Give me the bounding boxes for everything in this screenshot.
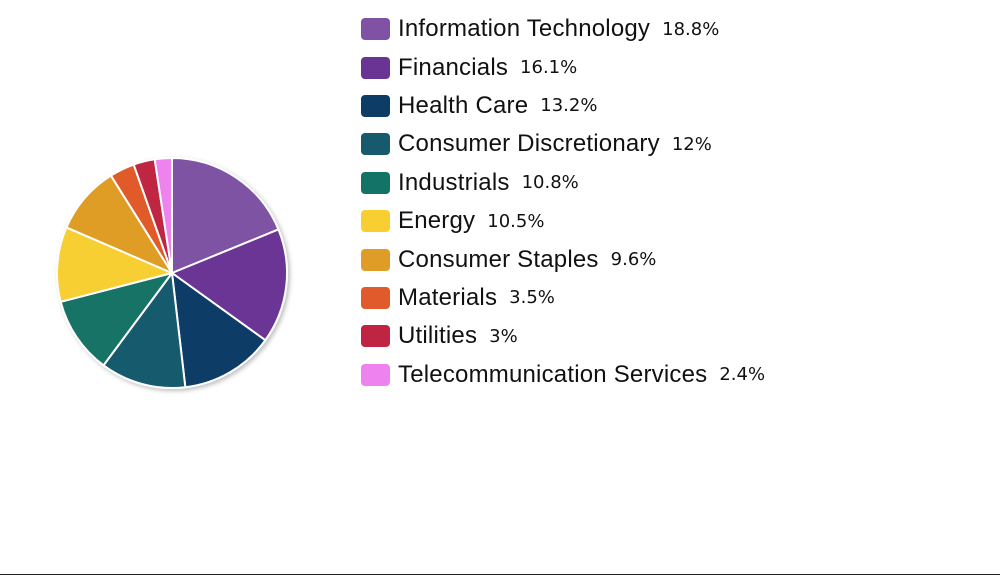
legend-swatch xyxy=(361,18,390,41)
legend-value: 16.1% xyxy=(520,57,578,79)
legend-value: 3% xyxy=(489,325,518,347)
legend-value: 10.8% xyxy=(521,172,579,194)
legend-swatch xyxy=(361,171,390,194)
legend-label: Consumer Discretionary xyxy=(398,130,660,158)
legend-item-industrials: Industrials 10.8% xyxy=(361,164,765,202)
legend-label: Consumer Staples xyxy=(398,245,599,273)
legend-item-energy: Energy 10.5% xyxy=(361,202,765,240)
pie-slice-industrials xyxy=(59,272,173,367)
pie-slice-health-care xyxy=(171,272,267,389)
legend-item-health-care: Health Care 13.2% xyxy=(361,87,765,125)
legend-value: 12% xyxy=(671,133,712,155)
legend-value: 2.4% xyxy=(719,364,766,386)
legend-label: Information Technology xyxy=(398,15,651,43)
legend-label: Financials xyxy=(398,53,509,81)
legend-swatch xyxy=(361,94,390,117)
pie-slice-consumer-discretionary xyxy=(102,272,187,389)
pie-slices xyxy=(56,157,288,389)
legend-item-consumer-staples: Consumer Staples 9.6% xyxy=(361,240,765,278)
pie-chart xyxy=(56,157,288,389)
legend-item-utilities: Utilities 3% xyxy=(361,317,765,355)
legend-label: Industrials xyxy=(398,168,510,196)
legend-swatch xyxy=(361,56,390,79)
legend-swatch xyxy=(361,286,390,309)
pie-slice-telecommunication-services xyxy=(153,157,173,274)
legend-swatch xyxy=(361,248,390,271)
legend-item-consumer-discretionary: Consumer Discretionary 12% xyxy=(361,125,765,163)
legend-item-financials: Financials 16.1% xyxy=(361,48,765,86)
legend-value: 13.2% xyxy=(540,95,598,117)
legend-swatch xyxy=(361,210,390,233)
legend-label: Energy xyxy=(398,207,476,235)
legend-value: 10.5% xyxy=(487,210,545,232)
legend-item-information-technology: Information Technology 18.8% xyxy=(361,10,765,48)
legend-swatch xyxy=(361,363,390,386)
legend-item-telecommunication-services: Telecommunication Services 2.4% xyxy=(361,356,765,394)
legend-label: Materials xyxy=(398,283,498,311)
pie-slice-energy xyxy=(56,226,173,303)
legend-value: 18.8% xyxy=(662,18,720,40)
legend-label: Utilities xyxy=(398,322,478,350)
pie-slice-information-technology xyxy=(171,157,280,274)
legend-swatch xyxy=(361,133,390,156)
pie-slice-financials xyxy=(171,228,288,342)
legend-label: Health Care xyxy=(398,91,529,119)
chart-legend: Information Technology 18.8% Financials 16.… xyxy=(361,10,765,394)
legend-swatch xyxy=(361,325,390,348)
legend-value: 9.6% xyxy=(610,249,657,271)
legend-label: Telecommunication Services xyxy=(398,360,708,388)
legend-item-materials: Materials 3.5% xyxy=(361,279,765,317)
legend-value: 3.5% xyxy=(509,287,555,309)
